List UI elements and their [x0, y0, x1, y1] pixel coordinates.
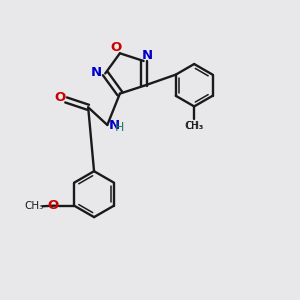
- Text: N: N: [91, 66, 102, 80]
- Text: CH₃: CH₃: [24, 201, 44, 211]
- Text: O: O: [55, 91, 66, 104]
- Text: H: H: [115, 122, 124, 134]
- Text: CH₃: CH₃: [185, 121, 203, 131]
- Text: N: N: [109, 119, 120, 132]
- Text: CH₃: CH₃: [184, 121, 204, 131]
- Text: O: O: [111, 41, 122, 54]
- Text: N: N: [142, 49, 153, 62]
- Text: O: O: [47, 199, 58, 212]
